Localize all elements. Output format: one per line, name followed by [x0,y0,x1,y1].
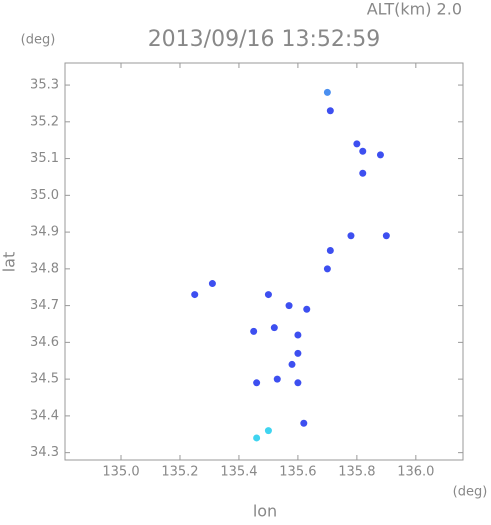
echo-point [353,140,361,148]
plot-frame [64,62,464,461]
echo-point [294,379,302,387]
echo-point [270,324,278,332]
echo-point [253,434,261,442]
y-tick-label: 34.5 [30,372,59,387]
echo-point [250,327,258,335]
chart-title: 2013/09/16 13:52:59 [148,27,381,52]
echo-point [359,169,367,177]
echo-point [264,291,272,299]
y-axis-label: lat [0,252,19,273]
echo-point [323,265,331,273]
echo-point [273,375,281,383]
y-tick-label: 34.4 [30,408,59,423]
echo-point [303,305,311,313]
y-tick-label: 35.3 [30,78,59,93]
x-tick-label: 135.0 [102,465,139,480]
x-tick-label: 135.2 [161,465,198,480]
y-tick-label: 35.0 [30,188,59,203]
echo-point [264,427,272,435]
y-unit: (deg) [21,33,56,48]
y-tick-label: 34.6 [30,335,59,350]
x-tick-label: 135.6 [279,465,316,480]
echo-point [253,379,261,387]
x-tick-label: 135.4 [220,465,257,480]
x-unit: (deg) [453,485,488,500]
echo-point [191,291,199,299]
echo-point [347,232,355,240]
y-tick-label: 34.9 [30,225,59,240]
echo-point [326,107,334,115]
echo-point [323,88,331,96]
echo-point [359,147,367,155]
x-tick-label: 136.0 [397,465,434,480]
y-tick-label: 34.3 [30,445,59,460]
echo-point [382,232,390,240]
y-tick-label: 35.2 [30,114,59,129]
echo-point [300,419,308,427]
x-tick-label: 135.8 [338,465,375,480]
chart-subtitle: ALT(km) 2.0 [367,0,462,19]
echo-point [285,302,293,310]
echo-point [208,280,216,288]
y-tick-label: 34.8 [30,261,59,276]
echo-point [376,151,384,159]
echo-point [294,331,302,339]
echo-point [288,360,296,368]
echo-point [294,349,302,357]
y-tick-label: 35.1 [30,151,59,166]
y-tick-label: 34.7 [30,298,59,313]
x-axis-label: lon [253,502,277,521]
echo-point [326,246,334,254]
